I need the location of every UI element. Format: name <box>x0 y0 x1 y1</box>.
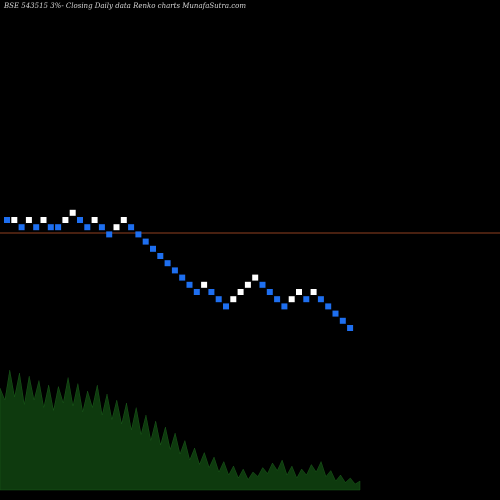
renko-brick-down <box>339 317 346 324</box>
renko-brick-up <box>69 209 76 216</box>
renko-brick-down <box>128 224 135 231</box>
renko-brick-down <box>332 310 339 317</box>
renko-brick-down <box>55 224 62 231</box>
renko-brick-down <box>266 289 273 295</box>
renko-brick-up <box>11 217 18 223</box>
renko-brick-down <box>33 224 40 231</box>
renko-brick-up <box>120 217 127 223</box>
renko-brick-up <box>237 289 244 295</box>
chart-title: BSE 543515 3%- Closing Daily data Renko … <box>3 2 246 10</box>
volume-area-shape <box>0 369 361 491</box>
renko-brick-down <box>259 281 266 288</box>
renko-brick-down <box>215 296 222 303</box>
renko-brick-down <box>164 260 171 267</box>
renko-brick-down <box>150 245 156 252</box>
renko-brick-down <box>84 224 91 231</box>
renko-brick-up <box>62 217 69 223</box>
renko-brick-down <box>303 296 310 303</box>
renko-brick-up <box>288 296 295 303</box>
renko-brick-down <box>157 253 164 259</box>
renko-brick-up <box>244 281 251 288</box>
renko-brick-down <box>142 238 149 245</box>
renko-brick-down <box>325 303 332 310</box>
renko-brick-up <box>201 281 208 288</box>
renko-brick-up <box>113 224 120 231</box>
renko-brick-up <box>296 289 302 295</box>
renko-brick-down <box>193 289 200 295</box>
renko-brick-down <box>179 274 186 281</box>
renko-brick-up <box>91 217 98 223</box>
renko-brick-down <box>208 289 215 295</box>
renko-brick-up <box>310 289 317 295</box>
renko-brick-down <box>98 224 105 231</box>
renko-brick-down <box>347 325 354 331</box>
renko-brick-down <box>223 303 229 310</box>
renko-brick-down <box>281 303 288 310</box>
renko-brick-up <box>230 296 237 303</box>
renko-brick-up <box>40 217 47 223</box>
renko-brick-down <box>135 231 142 238</box>
renko-brick-up <box>25 217 32 223</box>
renko-brick-down <box>77 217 83 223</box>
volume-area <box>0 369 361 491</box>
renko-brick-down <box>18 224 25 231</box>
renko-brick-down <box>274 296 281 303</box>
renko-brick-down <box>47 224 54 231</box>
renko-brick-down <box>106 231 113 238</box>
renko-brick-up <box>252 274 259 281</box>
renko-brick-down <box>171 267 178 274</box>
renko-bricks <box>4 209 354 331</box>
renko-brick-down <box>4 217 10 223</box>
renko-brick-down <box>317 296 324 303</box>
renko-brick-down <box>186 281 193 288</box>
